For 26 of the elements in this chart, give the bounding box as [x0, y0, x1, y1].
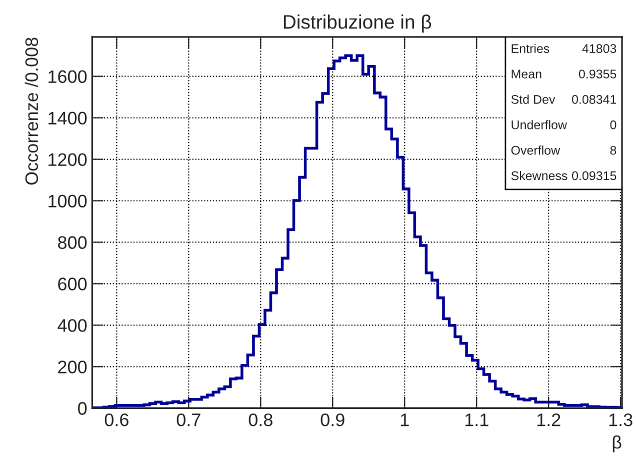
- x-tick-label: 0.7: [176, 413, 200, 426]
- x-tick-label: 1.2: [537, 413, 560, 426]
- text: Entries 41803: [512, 44, 616, 54]
- x-tick-label: 0.6: [104, 413, 128, 426]
- y-tick-label: 200: [58, 360, 87, 374]
- y-tick-label: 1000: [48, 194, 87, 208]
- x-tick-label: 0.9: [320, 413, 344, 426]
- annotation: Skewness 0.09315: [511, 170, 616, 180]
- y-tick-label: 400: [58, 319, 87, 332]
- x-axis-title: β: [612, 435, 622, 452]
- text: Underflow 0: [512, 120, 616, 130]
- y-tick-label: 1400: [48, 112, 87, 125]
- text: Overflow 8: [511, 146, 616, 155]
- y-tick-label: 600: [58, 278, 87, 290]
- x-tick-label: 1.1: [465, 414, 488, 426]
- y-axis-title: Occorrenze /0.008: [24, 38, 38, 185]
- text: Mean 0.9355: [512, 70, 616, 78]
- x-tick-label: 0.8: [248, 413, 272, 426]
- y-tick-label: 800: [58, 236, 87, 249]
- y-tick-label: 1200: [48, 153, 87, 166]
- x-tick-label: 1: [400, 414, 409, 426]
- chart-title: Distribuzione in β: [284, 14, 432, 33]
- x-tick-label: 1.3: [609, 413, 632, 426]
- text: Std Dev 0.08341: [511, 94, 616, 104]
- y-tick-label: 1600: [48, 70, 87, 84]
- y-tick-label: 0: [78, 402, 87, 415]
